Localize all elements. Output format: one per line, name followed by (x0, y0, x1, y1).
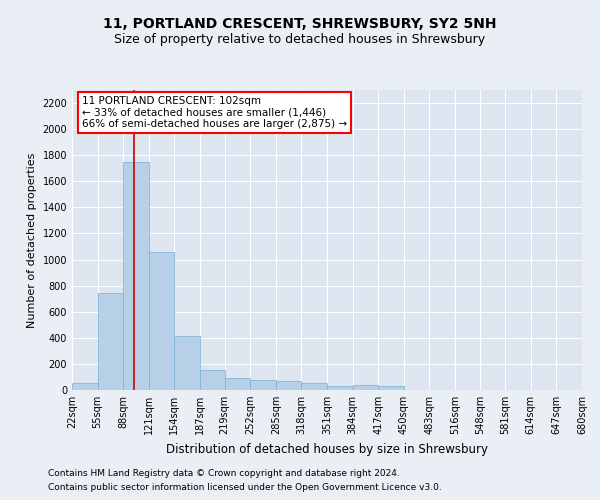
Y-axis label: Number of detached properties: Number of detached properties (27, 152, 37, 328)
Bar (149, 252, 175, 390)
Text: Size of property relative to detached houses in Shrewsbury: Size of property relative to detached ho… (115, 32, 485, 46)
Text: 11, PORTLAND CRESCENT, SHREWSBURY, SY2 5NH: 11, PORTLAND CRESCENT, SHREWSBURY, SY2 5… (103, 18, 497, 32)
Text: 11 PORTLAND CRESCENT: 102sqm
← 33% of detached houses are smaller (1,446)
66% of: 11 PORTLAND CRESCENT: 102sqm ← 33% of de… (82, 96, 347, 129)
Bar (353, 385, 378, 390)
Bar (276, 381, 301, 390)
Bar (200, 370, 224, 390)
Bar (98, 294, 123, 390)
Bar (123, 162, 149, 390)
Bar (378, 386, 404, 390)
Bar (250, 380, 276, 390)
Bar (72, 384, 98, 390)
Bar (301, 384, 327, 390)
Bar (175, 336, 200, 390)
X-axis label: Distribution of detached houses by size in Shrewsbury: Distribution of detached houses by size … (166, 442, 488, 456)
Text: Contains HM Land Registry data © Crown copyright and database right 2024.: Contains HM Land Registry data © Crown c… (48, 468, 400, 477)
Bar (224, 378, 250, 390)
Text: Contains public sector information licensed under the Open Government Licence v3: Contains public sector information licen… (48, 484, 442, 492)
Bar (327, 386, 353, 390)
